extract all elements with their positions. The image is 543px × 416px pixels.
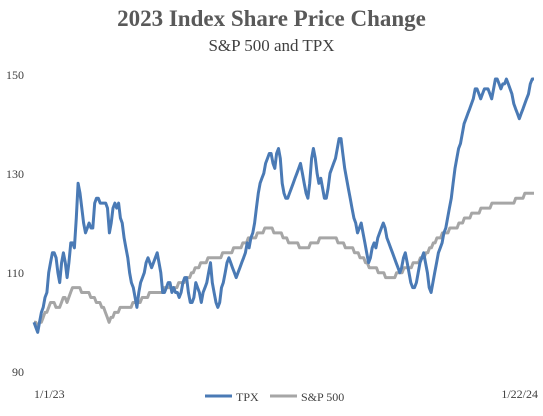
legend-label-sp500: S&P 500 xyxy=(301,390,344,404)
y-tick-label: 90 xyxy=(12,365,24,379)
x-end-label: 1/22/24 xyxy=(501,387,538,401)
x-start-label: 1/1/23 xyxy=(34,387,65,401)
chart-subtitle: S&P 500 and TPX xyxy=(208,36,335,55)
y-tick-label: 110 xyxy=(6,266,24,280)
series-layer xyxy=(32,77,534,334)
y-tick-label: 130 xyxy=(6,167,24,181)
y-axis-ticks: 90 110 130 150 xyxy=(6,68,24,379)
y-tick-label: 150 xyxy=(6,68,24,82)
legend: TPX S&P 500 xyxy=(205,390,344,404)
chart-title: 2023 Index Share Price Change xyxy=(117,6,426,31)
series-line-sp500 xyxy=(34,191,534,329)
legend-label-tpx: TPX xyxy=(236,390,259,404)
series-line-tpx xyxy=(32,77,534,334)
